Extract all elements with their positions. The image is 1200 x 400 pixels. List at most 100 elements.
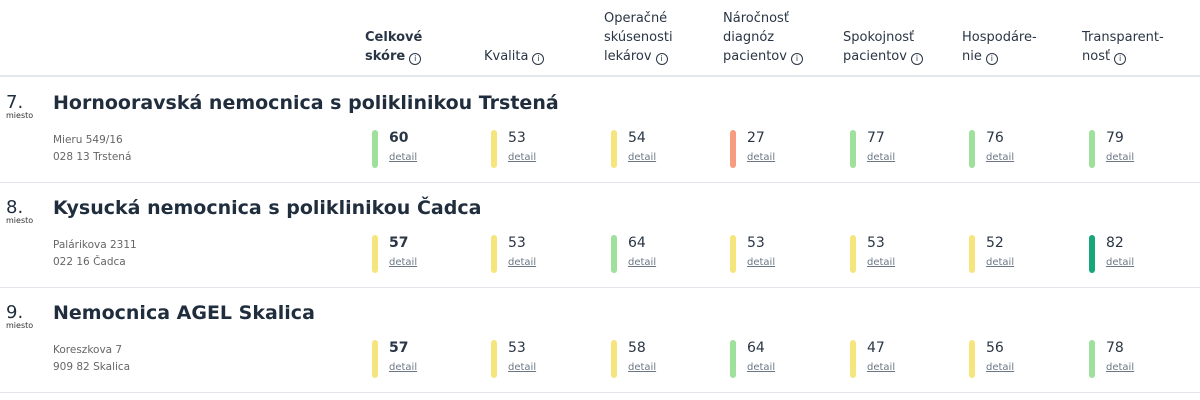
score-value: 64: [747, 340, 765, 356]
column-header-label: Celkové: [365, 30, 423, 45]
score-value: 57: [389, 340, 409, 356]
column-header-label: Hospodáre-: [962, 30, 1037, 45]
score-value: 56: [986, 340, 1004, 356]
score-value: 27: [747, 130, 765, 146]
address-city: 028 13 Trstená: [53, 151, 132, 163]
score-indicator-bar: [611, 130, 617, 168]
score-indicator-bar: [969, 130, 975, 168]
hospital-row: 8. miesto Kysucká nemocnica s polikliniko…: [0, 183, 1200, 288]
column-header: Hospodáre-nie i: [962, 28, 1037, 66]
score-indicator-bar: [1089, 235, 1095, 273]
detail-link[interactable]: detail: [1106, 152, 1135, 163]
score-value: 58: [628, 340, 646, 356]
detail-link[interactable]: detail: [628, 362, 657, 373]
score-value: 53: [867, 235, 885, 251]
detail-link[interactable]: detail: [867, 152, 896, 163]
rank-number: 8.: [6, 197, 24, 218]
hospital-name[interactable]: Hornooravská nemocnica s poliklinikou Tr…: [53, 92, 559, 114]
score-indicator-bar: [372, 130, 378, 168]
score-indicator-bar: [969, 340, 975, 378]
rank-suffix: miesto: [6, 216, 34, 225]
info-icon[interactable]: i: [790, 53, 803, 65]
column-header-label: Kvalita: [484, 49, 529, 64]
column-header-label: Náročnosť: [723, 11, 789, 26]
detail-link[interactable]: detail: [747, 362, 776, 373]
score-indicator-bar: [850, 130, 856, 168]
score-value: 64: [628, 235, 646, 251]
detail-link[interactable]: detail: [389, 362, 418, 373]
score-value: 60: [389, 130, 409, 146]
score-indicator-bar: [611, 340, 617, 378]
score-indicator-bar: [730, 340, 736, 378]
detail-link[interactable]: detail: [867, 257, 896, 268]
detail-link[interactable]: detail: [1106, 257, 1135, 268]
info-icon[interactable]: i: [985, 53, 998, 65]
column-header-label: pacientov: [723, 49, 787, 64]
column-header-label: lekárov: [604, 49, 652, 64]
score-value: 78: [1106, 340, 1124, 356]
detail-link[interactable]: detail: [508, 257, 537, 268]
column-header-label: skóre: [365, 49, 406, 64]
hospital-address: Koreszkova 7 909 82 Skalica: [53, 342, 130, 376]
score-indicator-bar: [491, 235, 497, 273]
detail-link[interactable]: detail: [628, 257, 657, 268]
rank: 8. miesto: [6, 197, 33, 225]
score-indicator-bar: [850, 235, 856, 273]
column-header: Operačné skúsenosti lekárov i: [604, 9, 673, 66]
detail-link[interactable]: detail: [747, 152, 776, 163]
score-value: 47: [867, 340, 885, 356]
detail-link[interactable]: detail: [389, 257, 418, 268]
info-icon[interactable]: i: [655, 53, 668, 65]
info-icon[interactable]: i: [409, 53, 422, 65]
detail-link[interactable]: detail: [747, 257, 776, 268]
score-value: 53: [508, 235, 526, 251]
hospital-address: Palárikova 2311 022 16 Čadca: [53, 237, 137, 271]
info-icon[interactable]: i: [532, 53, 545, 65]
column-header: Kvalita i: [484, 47, 545, 66]
column-header-label: Operačné: [604, 11, 668, 26]
detail-link[interactable]: detail: [986, 257, 1015, 268]
rank: 7. miesto: [6, 92, 33, 120]
rank-suffix: miesto: [6, 111, 34, 120]
score-indicator-bar: [1089, 130, 1095, 168]
column-header: Celkové skóre i: [365, 28, 422, 66]
score-value: 54: [628, 130, 646, 146]
score-value: 53: [747, 235, 765, 251]
column-header: Náročnosť diagnóz pacientov i: [723, 9, 803, 66]
detail-link[interactable]: detail: [508, 362, 537, 373]
score-indicator-bar: [491, 340, 497, 378]
detail-link[interactable]: detail: [389, 152, 418, 163]
column-header: Spokojnosť pacientov i: [843, 28, 923, 66]
hospital-name[interactable]: Kysucká nemocnica s poliklinikou Čadca: [53, 197, 482, 219]
column-header-label: pacientov: [843, 49, 907, 64]
score-indicator-bar: [969, 235, 975, 273]
score-value: 76: [986, 130, 1004, 146]
column-header-label: nie: [962, 49, 982, 64]
score-value: 53: [508, 130, 526, 146]
rank-suffix: miesto: [6, 321, 34, 330]
hospital-name[interactable]: Nemocnica AGEL Skalica: [53, 302, 315, 324]
rank-number: 7.: [6, 92, 24, 113]
rank: 9. miesto: [6, 302, 33, 330]
column-header: Transparent-nosť i: [1082, 28, 1164, 66]
detail-link[interactable]: detail: [628, 152, 657, 163]
score-value: 57: [389, 235, 409, 251]
detail-link[interactable]: detail: [986, 362, 1015, 373]
info-icon[interactable]: i: [1114, 53, 1127, 65]
rank-number: 9.: [6, 302, 24, 323]
info-icon[interactable]: i: [910, 53, 923, 65]
detail-link[interactable]: detail: [867, 362, 896, 373]
score-value: 53: [508, 340, 526, 356]
score-indicator-bar: [850, 340, 856, 378]
address-street: Mieru 549/16: [53, 134, 123, 146]
detail-link[interactable]: detail: [508, 152, 537, 163]
hospital-row: 7. miesto Hornooravská nemocnica s polikl…: [0, 78, 1200, 183]
detail-link[interactable]: detail: [1106, 362, 1135, 373]
column-header-label: Spokojnosť: [843, 30, 915, 45]
column-header-label: Transparent-: [1082, 30, 1164, 45]
detail-link[interactable]: detail: [986, 152, 1015, 163]
score-indicator-bar: [730, 235, 736, 273]
address-city: 909 82 Skalica: [53, 361, 131, 373]
hospital-row: 9. miesto Nemocnica AGEL Skalica Koreszko…: [0, 288, 1200, 393]
score-indicator-bar: [611, 235, 617, 273]
